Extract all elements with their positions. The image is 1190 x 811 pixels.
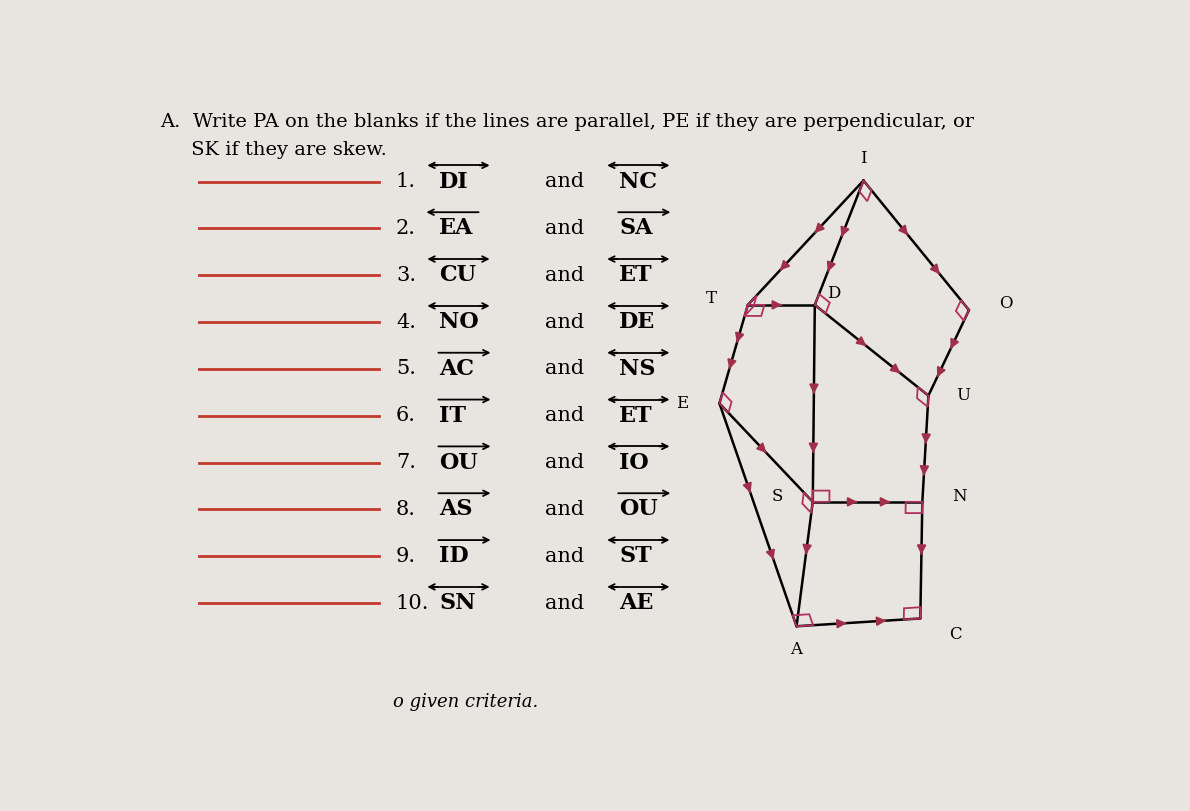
Text: 3.: 3. (396, 266, 416, 285)
Text: SK if they are skew.: SK if they are skew. (159, 141, 387, 159)
Text: S: S (772, 488, 783, 505)
Text: U: U (957, 387, 971, 404)
Text: NO: NO (439, 311, 480, 333)
Text: DE: DE (619, 311, 656, 333)
Text: A.  Write PA on the blanks if the lines are parallel, PE if they are perpendicul: A. Write PA on the blanks if the lines a… (159, 113, 973, 131)
Text: 5.: 5. (396, 359, 416, 379)
Text: DI: DI (439, 170, 469, 193)
Text: 1.: 1. (396, 172, 416, 191)
Text: 4.: 4. (396, 312, 416, 332)
Text: 7.: 7. (396, 453, 416, 472)
Text: SA: SA (619, 217, 652, 239)
Text: CU: CU (439, 264, 476, 286)
Text: and: and (545, 312, 584, 332)
Text: O: O (1000, 295, 1013, 312)
Text: 2.: 2. (396, 219, 416, 238)
Text: AS: AS (439, 499, 472, 521)
Text: 6.: 6. (396, 406, 416, 425)
Text: E: E (676, 395, 689, 412)
Text: and: and (545, 359, 584, 379)
Text: A: A (790, 642, 802, 659)
Text: N: N (952, 488, 966, 505)
Text: T: T (706, 290, 716, 307)
Text: NS: NS (619, 358, 656, 380)
Text: D: D (827, 285, 840, 303)
Text: SN: SN (439, 592, 476, 614)
Text: and: and (545, 406, 584, 425)
Text: 8.: 8. (396, 500, 416, 519)
Text: and: and (545, 219, 584, 238)
Text: and: and (545, 500, 584, 519)
Text: ET: ET (619, 264, 653, 286)
Text: 10.: 10. (396, 594, 430, 612)
Text: IT: IT (439, 405, 466, 427)
Text: C: C (950, 625, 962, 642)
Text: I: I (860, 150, 866, 167)
Text: and: and (545, 266, 584, 285)
Text: NC: NC (619, 170, 657, 193)
Text: and: and (545, 172, 584, 191)
Text: OU: OU (439, 452, 478, 474)
Text: IO: IO (619, 452, 649, 474)
Text: AC: AC (439, 358, 475, 380)
Text: o given criteria.: o given criteria. (393, 693, 538, 710)
Text: and: and (545, 453, 584, 472)
Text: ET: ET (619, 405, 653, 427)
Text: and: and (545, 594, 584, 612)
Text: OU: OU (619, 499, 658, 521)
Text: ID: ID (439, 545, 469, 568)
Text: and: and (545, 547, 584, 566)
Text: AE: AE (619, 592, 653, 614)
Text: ST: ST (619, 545, 652, 568)
Text: 9.: 9. (396, 547, 416, 566)
Text: EA: EA (439, 217, 474, 239)
